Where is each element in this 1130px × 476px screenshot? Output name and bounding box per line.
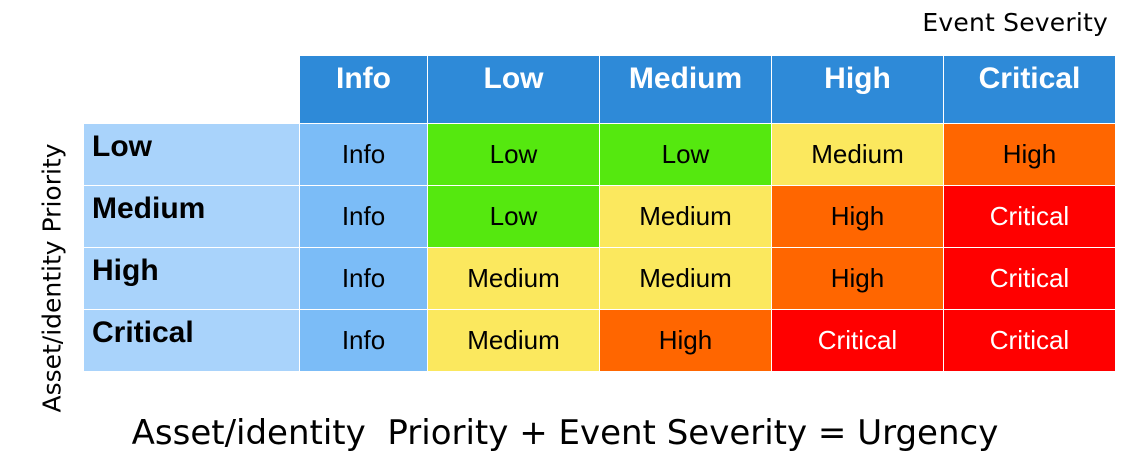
matrix-cell: Low [428, 186, 600, 248]
matrix-cell: Medium [428, 310, 600, 372]
row-header-low: Low [84, 124, 300, 186]
matrix-cell: Medium [428, 248, 600, 310]
matrix-cell: High [944, 124, 1116, 186]
matrix-cell: Info [300, 248, 428, 310]
column-header-low: Low [428, 56, 600, 124]
urgency-matrix: Info Low Medium High Critical Low Info L… [84, 56, 1116, 372]
matrix-cell: High [772, 186, 944, 248]
urgency-formula: Asset/identity Priority + Event Severity… [131, 413, 999, 453]
matrix-cell: Low [600, 124, 772, 186]
column-header-medium: Medium [600, 56, 772, 124]
row-header-critical: Critical [84, 310, 300, 372]
matrix-cell: Medium [600, 186, 772, 248]
matrix-corner [84, 56, 300, 124]
matrix-cell: High [600, 310, 772, 372]
matrix-cell: Medium [772, 124, 944, 186]
column-header-critical: Critical [944, 56, 1116, 124]
column-header-high: High [772, 56, 944, 124]
matrix-cell: Info [300, 124, 428, 186]
matrix-cell: Info [300, 186, 428, 248]
matrix-cell: Medium [600, 248, 772, 310]
row-header-high: High [84, 248, 300, 310]
matrix-cell: Info [300, 310, 428, 372]
matrix-cell: Critical [772, 310, 944, 372]
matrix-cell: Critical [944, 248, 1116, 310]
column-header-info: Info [300, 56, 428, 124]
row-header-medium: Medium [84, 186, 300, 248]
asset-priority-label: Asset/identity Priority [37, 143, 67, 413]
matrix-cell: High [772, 248, 944, 310]
matrix-cell: Critical [944, 186, 1116, 248]
matrix-cell: Low [428, 124, 600, 186]
event-severity-label: Event Severity [922, 8, 1108, 37]
matrix-cell: Critical [944, 310, 1116, 372]
